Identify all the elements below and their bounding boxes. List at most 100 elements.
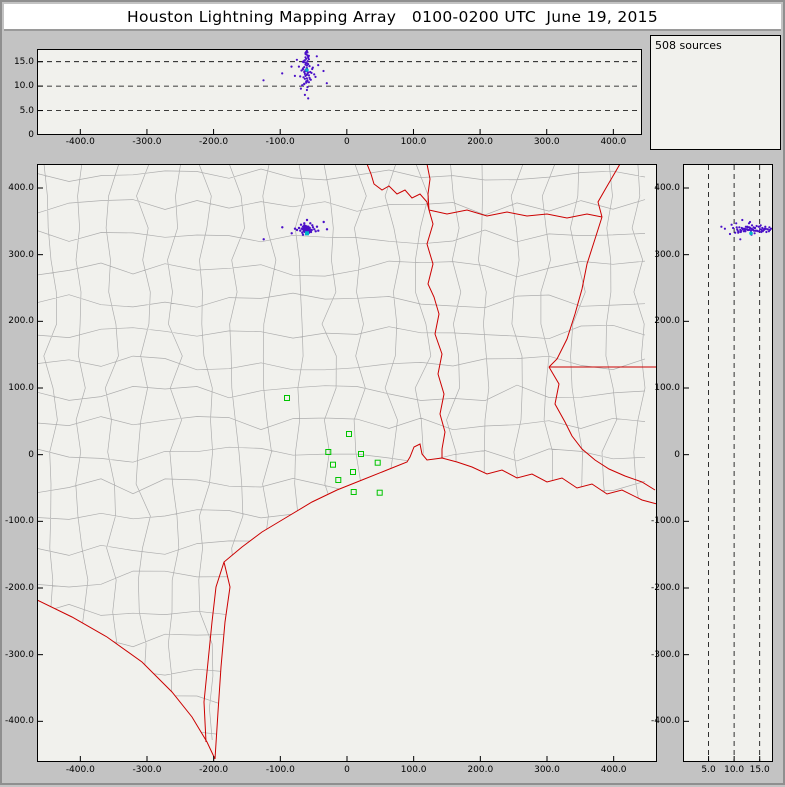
source-point (753, 226, 756, 230)
tick-label: 300.0 (533, 137, 560, 147)
source-point (303, 66, 306, 69)
source-point (311, 224, 314, 227)
source-point (309, 70, 312, 74)
tick-label: -100.0 (265, 137, 295, 147)
source-point (304, 51, 307, 54)
source-point (765, 230, 768, 234)
source-point (739, 230, 742, 234)
source-point (301, 225, 305, 228)
state-borders-coastline (37, 164, 657, 760)
tick-label: 200.0 (467, 137, 493, 147)
source-point (299, 223, 303, 226)
source-point (306, 54, 309, 57)
source-point (313, 228, 316, 231)
altitude-histogram-panel[interactable]: 508 sources (650, 35, 781, 150)
station-marker (335, 477, 342, 483)
source-point (306, 86, 309, 89)
station-marker (330, 461, 336, 468)
source-point (768, 226, 771, 229)
tick-label: 100.0 (400, 765, 427, 775)
source-point (732, 226, 735, 230)
source-point (749, 229, 753, 232)
tick-label: 300.0 (534, 765, 560, 775)
tick-label: -300.0 (4, 649, 34, 660)
tick-marks (38, 187, 615, 761)
panel-ns-canvas (683, 164, 773, 762)
source-point (297, 226, 301, 230)
panel-border (37, 49, 642, 135)
altitude-vs-northsouth-panel[interactable] (683, 164, 773, 762)
latest-source-marker (305, 231, 309, 236)
altitude-vs-eastwest-panel[interactable] (37, 49, 642, 135)
source-point (281, 72, 284, 75)
lightning-source-points (262, 49, 328, 100)
source-point (304, 63, 307, 66)
source-point (295, 58, 298, 61)
source-point (299, 87, 302, 90)
latest-source-marker (749, 231, 753, 236)
station-marker (374, 459, 381, 466)
tick-label: 100.0 (400, 137, 427, 147)
source-point (307, 81, 310, 84)
source-point (739, 238, 742, 241)
tick-label: -100.0 (4, 516, 34, 527)
source-point (760, 228, 763, 232)
tick-label: 5.0 (19, 105, 34, 116)
source-point (293, 227, 297, 230)
source-point (720, 225, 723, 228)
source-point (303, 77, 306, 80)
station-marker (284, 395, 290, 401)
source-point (737, 231, 740, 234)
source-point (317, 64, 320, 67)
tick-label: 0 (28, 130, 34, 140)
source-point (301, 84, 304, 87)
station-markers (284, 395, 383, 496)
source-point (764, 225, 767, 228)
source-point (307, 56, 310, 59)
tick-label: 200.0 (467, 765, 494, 775)
tick-marks (38, 61, 614, 135)
tick-label: 200.0 (8, 316, 34, 327)
tick-label: -200.0 (199, 137, 229, 147)
source-point (308, 228, 311, 231)
station-marker (325, 449, 332, 455)
source-point (309, 230, 313, 234)
source-point (755, 224, 758, 228)
source-point (766, 228, 769, 231)
source-point (306, 51, 309, 54)
source-point (304, 56, 307, 59)
source-point (281, 226, 284, 229)
source-point (306, 60, 309, 63)
source-point (310, 228, 313, 232)
tick-label: 100.0 (8, 383, 34, 393)
tick-label: -400.0 (65, 765, 95, 775)
source-point (735, 226, 738, 229)
source-point (753, 232, 756, 235)
tick-label: 15.0 (749, 765, 770, 775)
source-point (734, 231, 737, 234)
source-point (738, 226, 741, 229)
source-point (300, 227, 303, 230)
source-point (742, 230, 745, 233)
plan-view-map-panel[interactable] (37, 164, 657, 762)
source-point (315, 225, 319, 228)
source-point (746, 226, 749, 229)
tick-label: 300.0 (8, 249, 34, 260)
county-lines (37, 164, 649, 743)
source-point (314, 230, 317, 233)
source-point (308, 76, 311, 79)
source-point (762, 228, 765, 232)
source-point (743, 227, 746, 230)
station-marker (350, 469, 356, 475)
panel-border (37, 164, 657, 762)
source-point (750, 224, 754, 227)
latest-source-marker (305, 68, 309, 72)
tick-label: 400.0 (8, 183, 34, 193)
station-marker (350, 489, 357, 495)
source-point (325, 82, 328, 85)
source-point (325, 228, 329, 231)
tick-label: -100.0 (265, 765, 295, 775)
source-point (305, 88, 308, 92)
source-point (723, 227, 726, 230)
